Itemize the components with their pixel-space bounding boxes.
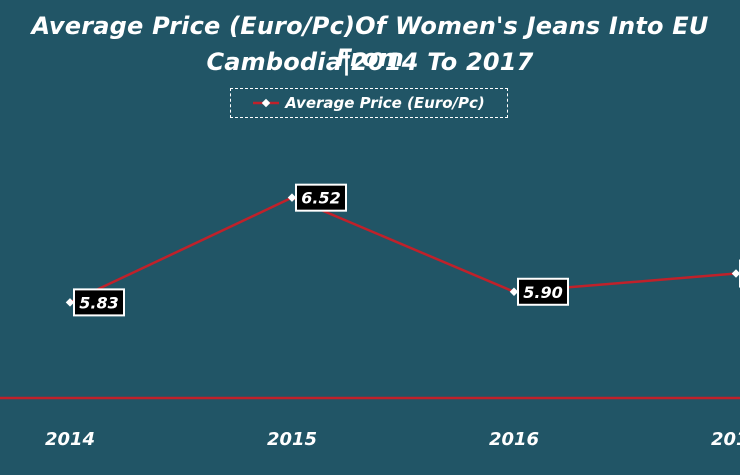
x-tick-2016: 2016 [489,429,539,450]
data-label-2015: 6.52 [295,183,347,212]
chart-title-line1: Average Price (Euro/Pc)Of Women's Jeans … [31,12,709,72]
data-point-2016 [509,287,519,297]
data-label-2016: 5.90 [517,277,569,306]
series-line [69,196,737,304]
chart-title-line2: Cambodia|2014 To 2017 [206,48,534,76]
data-point-2017 [731,269,740,278]
data-point-2015 [287,193,297,202]
data-label-box [295,183,347,212]
data-label-text: 5.83 [79,293,118,312]
data-label-box [517,277,569,306]
data-label-box [73,288,125,317]
legend-swatch [253,98,280,108]
x-tick-2014: 2014 [45,429,95,450]
data-label-text: 6.52 [301,189,340,208]
x-tick-2015: 2015 [267,429,317,450]
x-tick-2017: 2017 [711,429,740,450]
data-label-text: 5.90 [523,283,562,302]
data-label-2014: 5.83 [73,288,125,317]
data-point-2014 [65,298,75,307]
legend-label: Average Price (Euro/Pc) [285,94,485,112]
legend: Average Price (Euro/Pc) [230,88,508,118]
